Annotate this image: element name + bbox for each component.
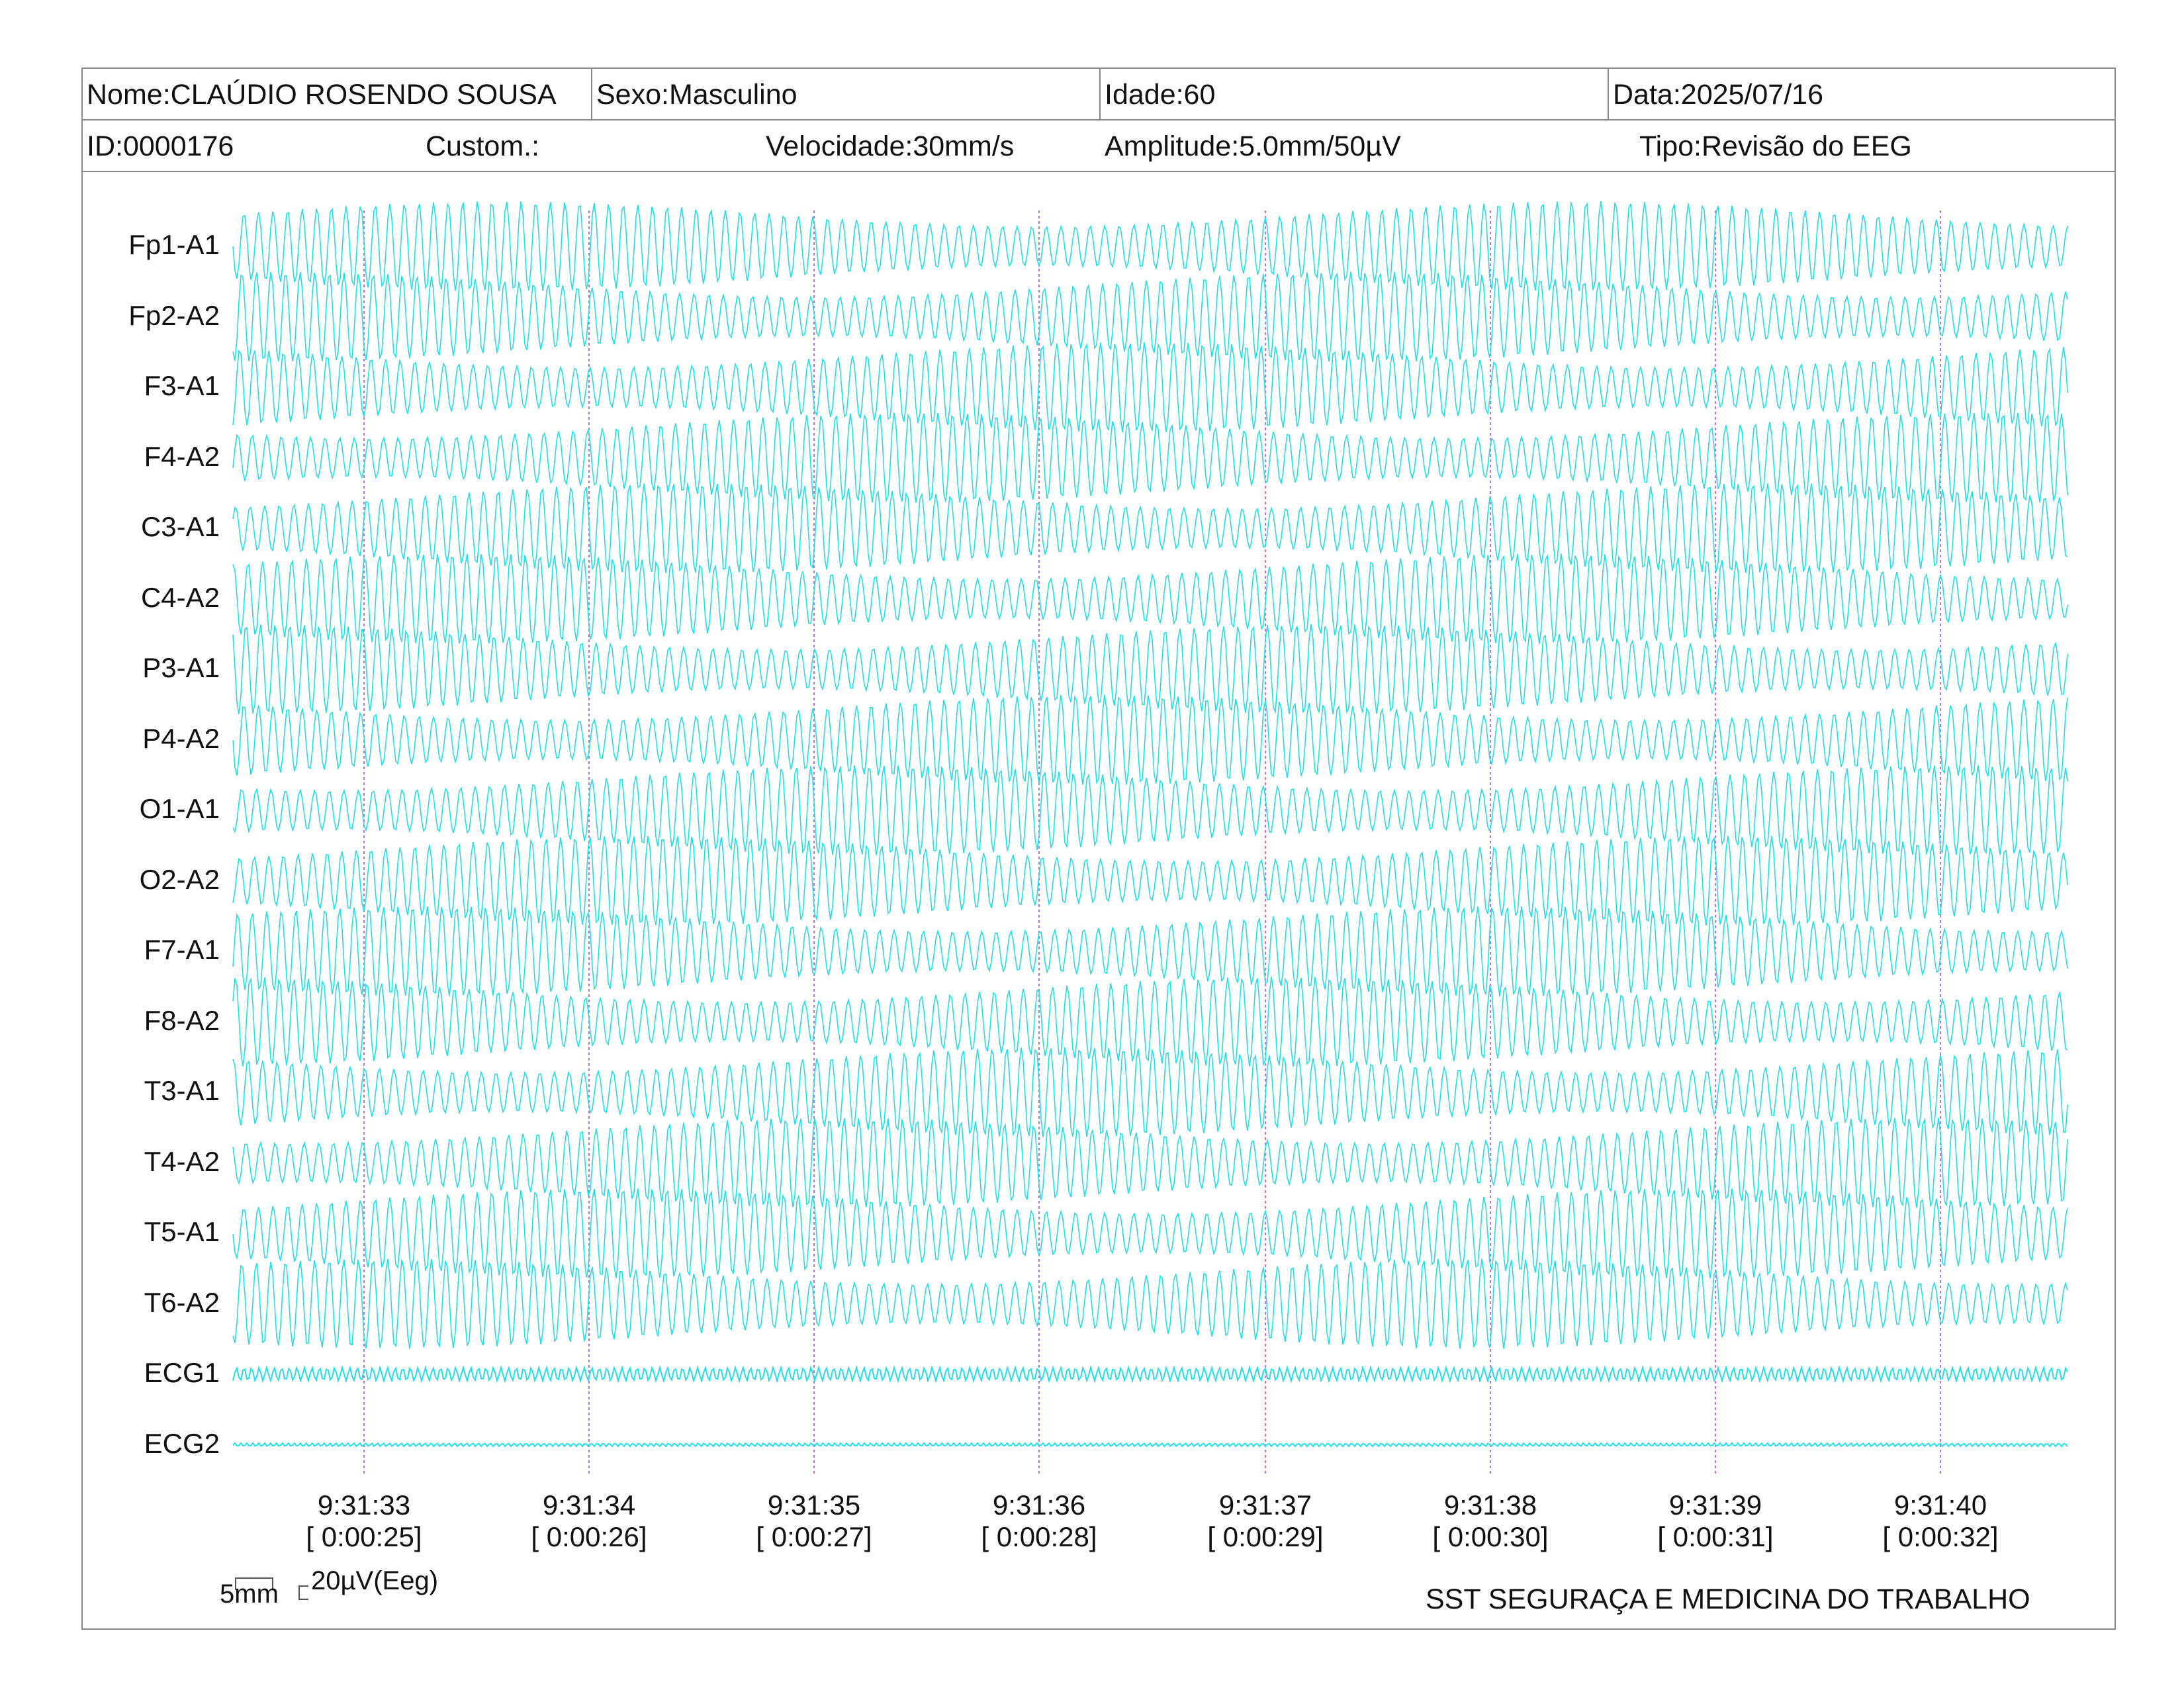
trace-ecg1 (232, 1365, 2068, 1383)
time-mark-elapsed: [ 0:00:27] (756, 1521, 872, 1552)
divider (1099, 69, 1101, 120)
time-mark-elapsed: [ 0:00:28] (981, 1521, 1097, 1552)
channel-label-p3-a1: P3-A1 (142, 652, 220, 683)
trace-c4-a2 (232, 553, 2068, 644)
time-mark: 9:31:35[ 0:00:27] (728, 1489, 900, 1553)
speed-field: Velocidade:30mm/s (766, 130, 1015, 162)
custom-field: Custom.: (426, 130, 540, 162)
time-mark-clock: 9:31:38 (1443, 1489, 1537, 1521)
channel-label-f4-a2: F4-A2 (144, 440, 220, 472)
header-row-1: Nome:CLAÚDIO ROSENDO SOUSA Sexo:Masculin… (83, 69, 2115, 120)
time-mark: 9:31:37[ 0:00:29] (1179, 1489, 1351, 1553)
trace-fp1-a1 (232, 201, 2068, 291)
patient-name: Nome:CLAÚDIO ROSENDO SOUSA (87, 79, 557, 111)
time-mark-elapsed: [ 0:00:29] (1207, 1521, 1324, 1552)
divider (591, 69, 592, 120)
patient-id: ID:0000176 (87, 130, 234, 162)
channel-label-f7-a1: F7-A1 (144, 934, 220, 965)
time-mark-elapsed: [ 0:00:30] (1432, 1521, 1549, 1552)
report-frame: Nome:CLAÚDIO ROSENDO SOUSA Sexo:Masculin… (81, 68, 2116, 1630)
trace-f8-a2 (232, 976, 2068, 1067)
time-mark-elapsed: [ 0:00:32] (1882, 1521, 1999, 1552)
time-mark-elapsed: [ 0:00:25] (306, 1521, 422, 1552)
amplitude-scale-label: 20µV(Eeg) (311, 1566, 439, 1595)
amplitude-field: Amplitude:5.0mm/50µV (1105, 130, 1401, 162)
channel-label-t4-a2: T4-A2 (144, 1145, 220, 1177)
trace-f3-a1 (232, 342, 2068, 433)
header-row-2: ID:0000176 Custom.: Velocidade:30mm/s Am… (83, 120, 2115, 172)
time-mark: 9:31:40[ 0:00:32] (1854, 1489, 2026, 1553)
trace-o1-a1 (232, 765, 2068, 855)
trace-ecg2 (232, 1442, 2068, 1448)
divider (1608, 69, 1609, 120)
channel-label-o2-a2: O2-A2 (139, 863, 220, 895)
type-field: Tipo:Revisão do EEG (1639, 130, 1912, 162)
trace-f7-a1 (232, 906, 2068, 997)
trace-t6-a2 (232, 1258, 2068, 1349)
trace-o2-a2 (232, 835, 2068, 926)
time-mark-elapsed: [ 0:00:31] (1657, 1521, 1774, 1552)
channel-label-f3-a1: F3-A1 (144, 370, 220, 401)
channel-label-fp1-a1: Fp1-A1 (128, 229, 220, 260)
time-mark: 9:31:33[ 0:00:25] (278, 1489, 450, 1553)
time-mark-clock: 9:31:39 (1668, 1489, 1762, 1521)
channel-label-fp2-a2: Fp2-A2 (128, 299, 220, 331)
channel-label-f8-a2: F8-A2 (144, 1004, 220, 1036)
time-mark-clock: 9:31:33 (317, 1489, 411, 1521)
time-mark: 9:31:36[ 0:00:28] (953, 1489, 1125, 1553)
exam-date: Data:2025/07/16 (1613, 79, 1823, 111)
channel-label-t5-a1: T5-A1 (144, 1216, 220, 1247)
channel-label-p4-a2: P4-A2 (142, 722, 220, 754)
trace-t5-a1 (232, 1188, 2068, 1279)
trace-c3-a1 (232, 483, 2068, 573)
trace-fp2-a2 (232, 271, 2068, 362)
time-mark-elapsed: [ 0:00:26] (531, 1521, 647, 1552)
trace-f4-a2 (232, 412, 2068, 503)
trace-p3-a1 (232, 624, 2068, 715)
time-mark-clock: 9:31:37 (1218, 1489, 1312, 1521)
channel-label-t6-a2: T6-A2 (144, 1286, 220, 1318)
time-mark: 9:31:38[ 0:00:30] (1404, 1489, 1576, 1553)
time-scale-label: 5mm (220, 1579, 279, 1609)
trace-t4-a2 (232, 1117, 2068, 1208)
patient-sex: Sexo:Masculino (596, 79, 797, 111)
patient-age: Idade:60 (1105, 79, 1216, 111)
trace-p4-a2 (232, 694, 2068, 785)
time-mark-clock: 9:31:34 (542, 1489, 636, 1521)
time-mark-clock: 9:31:36 (992, 1489, 1086, 1521)
channel-label-c4-a2: C4-A2 (140, 581, 220, 613)
time-mark: 9:31:39[ 0:00:31] (1629, 1489, 1801, 1553)
channel-label-c3-a1: C3-A1 (140, 511, 220, 542)
channel-label-ecg2: ECG2 (144, 1427, 220, 1459)
time-mark-clock: 9:31:40 (1893, 1489, 1987, 1521)
channel-label-ecg1: ECG1 (144, 1357, 220, 1388)
time-mark: 9:31:34[ 0:00:26] (503, 1489, 675, 1553)
clinic-name: SST SEGURAÇA E MEDICINA DO TRABALHO (1426, 1583, 2030, 1615)
time-mark-clock: 9:31:35 (767, 1489, 861, 1521)
channel-label-o1-a1: O1-A1 (139, 793, 220, 824)
trace-t3-a1 (232, 1047, 2068, 1137)
channel-label-t3-a1: T3-A1 (144, 1075, 220, 1106)
